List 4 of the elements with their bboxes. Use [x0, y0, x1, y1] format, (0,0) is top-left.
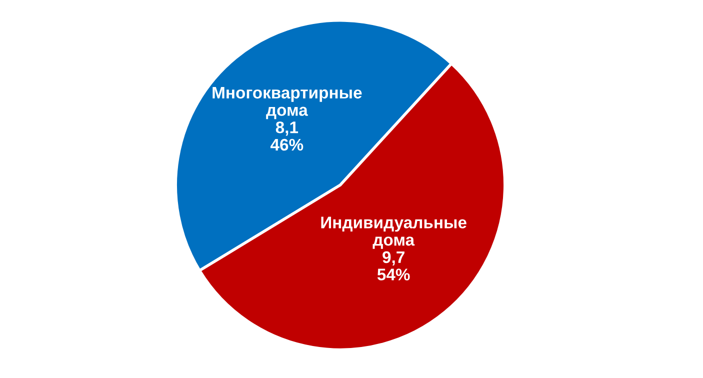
- slice-label: Индивидуальные дома: [321, 216, 466, 249]
- data-label: 8,1 46%: [270, 121, 304, 151]
- slice-label: Многоквартирные дома: [212, 86, 362, 120]
- data-label: 9,7 54%: [377, 251, 410, 280]
